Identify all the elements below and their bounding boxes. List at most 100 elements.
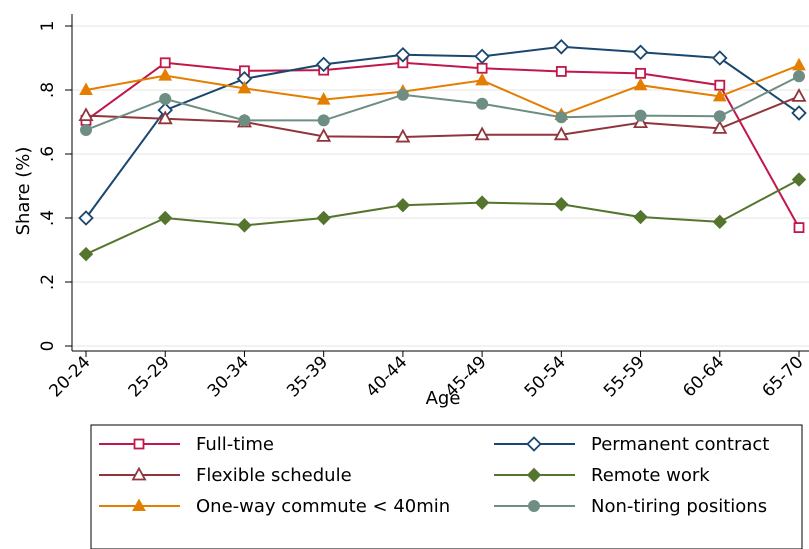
legend-label: Permanent contract [591, 434, 769, 455]
series [78, 39, 807, 262]
x-tick-label: 35-39 [283, 352, 332, 401]
y-tick-label: .8 [38, 82, 58, 98]
series-line [85, 95, 800, 139]
data-point [395, 47, 411, 63]
legend-swatch-marker [131, 466, 147, 481]
legend-swatch-marker [526, 436, 542, 452]
data-point [712, 214, 727, 230]
series-6 [80, 70, 805, 136]
data-point [555, 111, 568, 124]
data-point [712, 50, 728, 66]
data-point [476, 97, 489, 110]
legend-label: Full-time [196, 434, 274, 455]
series-line [85, 64, 800, 117]
data-point [791, 88, 807, 102]
series-2 [78, 39, 807, 226]
series-5 [79, 57, 806, 120]
data-point [553, 39, 570, 55]
series-1 [80, 57, 805, 234]
data-point [475, 72, 489, 86]
data-point [78, 246, 94, 262]
data-point [554, 197, 569, 212]
x-tick-label: 55-59 [600, 352, 649, 401]
gridlines [72, 25, 809, 347]
data-point [633, 114, 649, 129]
data-point [158, 68, 173, 81]
data-point [791, 105, 807, 121]
y-tick-label: .4 [38, 210, 58, 226]
data-point [237, 218, 252, 233]
data-point [316, 210, 331, 226]
legend-item: Flexible schedule [99, 465, 352, 486]
data-point [474, 126, 490, 141]
data-point [395, 197, 411, 213]
data-point [712, 120, 728, 134]
y-tick-label: 0 [38, 341, 58, 352]
series-line [85, 61, 800, 229]
axes [65, 14, 809, 357]
data-point [714, 79, 726, 91]
data-point [791, 172, 807, 187]
legend-box [90, 424, 803, 549]
series-4 [78, 172, 807, 262]
series-line [85, 178, 800, 256]
x-tick-label: 20-24 [45, 352, 94, 401]
data-point [632, 44, 649, 61]
legend-item: Permanent contract [494, 434, 769, 455]
data-point [317, 114, 330, 127]
y-axis-label: Share (%) [13, 147, 34, 236]
data-point [79, 82, 93, 95]
x-axis-label: Age [426, 388, 461, 409]
legend-swatch-marker [528, 500, 540, 512]
data-point [792, 57, 806, 71]
data-point [633, 77, 648, 91]
legend-item: Full-time [99, 434, 274, 455]
data-point [395, 128, 411, 143]
legend-label: One-way commute < 40min [196, 496, 450, 517]
data-point [474, 48, 490, 65]
legend-label: Remote work [591, 465, 710, 486]
legend-item: One-way commute < 40min [99, 496, 450, 517]
data-point [712, 88, 727, 102]
data-point [78, 107, 94, 121]
legend-swatch-marker [133, 438, 145, 450]
legend-item: Remote work [494, 465, 710, 486]
data-point [315, 56, 332, 73]
data-point [634, 109, 647, 122]
y-tick-label: 1 [38, 21, 58, 32]
x-tick-label: 40-44 [362, 352, 411, 401]
data-point [793, 222, 805, 234]
data-point [555, 66, 567, 77]
legend-item: Non-tiring positions [494, 496, 767, 517]
data-point [793, 70, 805, 83]
data-point [80, 124, 92, 136]
series-line [85, 45, 800, 219]
y-tick-label: .6 [38, 146, 58, 162]
legend-label: Non-tiring positions [591, 496, 767, 517]
x-tick-label: 65-70 [758, 352, 807, 401]
y-tick-label: .2 [38, 274, 58, 290]
data-point [316, 128, 332, 142]
legend: Full-time Permanent contract Flexible sche… [90, 424, 803, 549]
data-point [238, 114, 251, 127]
data-point [635, 67, 646, 79]
data-point [476, 62, 488, 74]
legend-swatch-marker [526, 467, 542, 483]
data-point [553, 126, 569, 141]
data-point [237, 80, 252, 94]
data-point [158, 210, 173, 226]
data-point [159, 57, 171, 69]
series-line [85, 75, 800, 131]
legend-label: Flexible schedule [196, 465, 352, 486]
legend-swatch-marker [132, 498, 146, 511]
x-tick-label: 60-64 [679, 352, 728, 401]
x-tick-label: 50-54 [521, 352, 570, 401]
data-point [474, 195, 490, 210]
data-point [396, 88, 409, 101]
data-point [78, 210, 94, 226]
data-point [316, 92, 331, 105]
x-tick-label: 25-29 [125, 352, 174, 401]
x-tick-label: 30-34 [204, 352, 253, 401]
data-point [157, 110, 173, 125]
